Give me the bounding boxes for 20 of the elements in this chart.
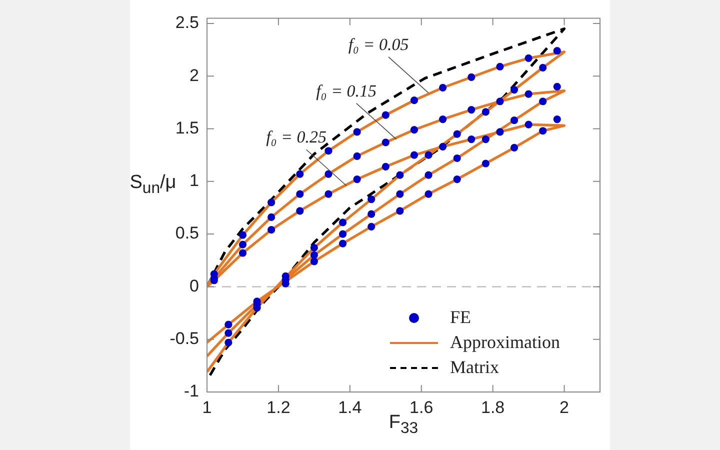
x-tick-label: 1	[202, 398, 212, 417]
y-tick-label: 0.5	[175, 224, 199, 243]
y-tick-label: -1	[184, 382, 199, 401]
legend-label: Matrix	[450, 357, 499, 378]
x-tick-label: 2	[560, 398, 570, 417]
y-tick-label: 0	[190, 276, 199, 296]
y-tick-label: -0.5	[170, 329, 199, 348]
y-tick-label: 1.5	[175, 118, 199, 138]
y-tick-label: 2.5	[175, 13, 199, 32]
y-tick-label: 1	[190, 171, 199, 190]
annotation: f₀ = 0.25	[266, 128, 327, 147]
y-tick-label: 2	[190, 66, 199, 85]
y-axis-title: S$_{un}$/μ	[128, 172, 178, 198]
annotation: f₀ = 0.05	[348, 34, 409, 54]
x-tick-label: 1.8	[481, 398, 505, 417]
x-tick-label: 1.4	[338, 398, 362, 417]
legend-label: Approximation	[450, 332, 560, 353]
annotation: f₀ = 0.15	[316, 81, 377, 100]
x-tick-label: 1.2	[266, 398, 290, 417]
legend-label: FE	[450, 307, 472, 328]
